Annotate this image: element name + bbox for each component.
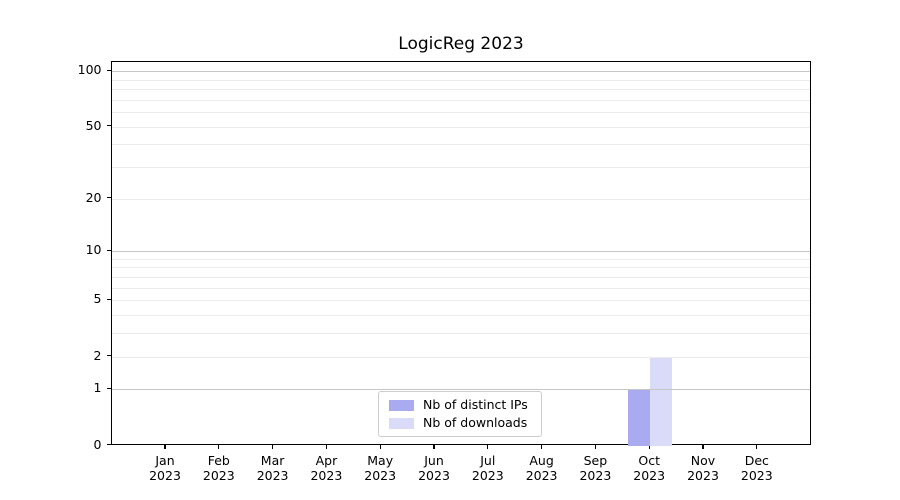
y-tick-label-100: 100 <box>77 62 102 78</box>
y-tick-mark-1 <box>106 387 111 389</box>
x-tick-label-oct: Oct 2023 <box>633 452 666 483</box>
x-tick-label-aug: Aug 2023 <box>525 452 558 483</box>
y-tick-mark-0 <box>106 444 111 446</box>
y-tick-label-5: 5 <box>93 291 102 307</box>
legend-label-distinct-ips: Nb of distinct IPs <box>423 397 528 412</box>
legend-swatch-downloads <box>389 417 414 429</box>
x-tick-label-feb: Feb 2023 <box>202 452 235 483</box>
x-tick-mark-feb <box>218 444 220 450</box>
y-tick-mark-2 <box>106 354 111 357</box>
x-tick-mark-jul <box>487 444 489 450</box>
legend-item-downloads: Nb of downloads <box>389 416 532 430</box>
y-tick-mark-100 <box>106 69 111 71</box>
x-tick-mark-may <box>379 444 381 450</box>
legend: Nb of distinct IPs Nb of downloads <box>378 391 542 437</box>
plot-area: Nb of distinct IPs Nb of downloads <box>111 60 811 446</box>
y-tick-mark-50 <box>106 125 111 127</box>
x-tick-label-sep: Sep 2023 <box>579 452 612 483</box>
x-tick-mark-oct <box>648 444 650 450</box>
x-tick-mark-nov <box>702 444 704 450</box>
bar-downloads-oct <box>650 356 673 446</box>
y-tick-mark-10 <box>106 249 111 251</box>
x-tick-label-apr: Apr 2023 <box>310 452 343 483</box>
x-tick-mark-jun <box>433 444 435 450</box>
x-tick-mark-mar <box>272 444 274 450</box>
y-tick-label-0: 0 <box>93 436 102 452</box>
x-tick-mark-apr <box>325 444 327 450</box>
y-tick-label-10: 10 <box>85 242 102 258</box>
x-tick-label-mar: Mar 2023 <box>256 452 289 483</box>
x-tick-label-jul: Jul 2023 <box>471 452 504 483</box>
bars-layer <box>112 62 810 446</box>
chart-title: LogicReg 2023 <box>398 34 524 54</box>
x-tick-mark-aug <box>541 444 543 450</box>
x-tick-mark-dec <box>756 444 758 450</box>
x-tick-mark-jan <box>164 444 166 450</box>
y-tick-label-1: 1 <box>93 380 102 396</box>
y-tick-mark-20 <box>106 197 111 199</box>
y-tick-label-20: 20 <box>85 189 102 205</box>
legend-swatch-distinct-ips <box>389 399 414 411</box>
x-tick-mark-sep <box>594 444 596 450</box>
y-tick-label-50: 50 <box>85 117 102 133</box>
x-tick-label-jun: Jun 2023 <box>418 452 450 483</box>
x-tick-label-nov: Nov 2023 <box>687 452 719 483</box>
x-tick-label-jan: Jan 2023 <box>149 452 181 483</box>
y-tick-label-2: 2 <box>93 347 102 363</box>
legend-label-downloads: Nb of downloads <box>423 415 528 430</box>
x-tick-label-may: May 2023 <box>364 452 397 483</box>
bar-distinct-ips-oct <box>627 389 651 446</box>
y-tick-mark-5 <box>106 298 111 300</box>
legend-item-distinct-ips: Nb of distinct IPs <box>389 398 532 412</box>
x-tick-label-dec: Dec 2023 <box>740 452 773 483</box>
